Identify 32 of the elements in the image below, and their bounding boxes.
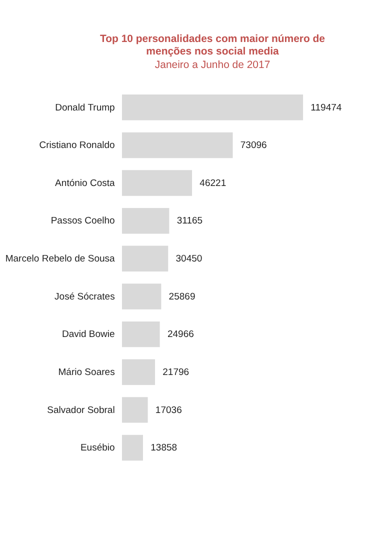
y-tick-label: Cristiano Ronaldo <box>39 140 115 152</box>
data-label: 21796 <box>162 366 190 378</box>
y-tick-label: Eusébio <box>80 442 115 454</box>
y-tick-label: António Costa <box>55 178 116 189</box>
bar <box>122 94 304 120</box>
data-label: 17036 <box>155 404 182 416</box>
bar <box>122 359 156 385</box>
bar <box>122 246 168 272</box>
data-label: 30450 <box>176 254 202 265</box>
bar <box>122 208 170 234</box>
chart-subtitle: Janeiro a Junho de 2017 <box>154 60 270 71</box>
bar <box>122 397 148 423</box>
data-label: 46221 <box>200 178 226 189</box>
bar <box>122 170 192 196</box>
data-label: 13858 <box>150 442 178 454</box>
y-tick-label: Passos Coelho <box>50 216 115 227</box>
y-tick-label: Donald Trump <box>55 102 115 114</box>
y-tick-label: David Bowie <box>62 329 115 340</box>
bar <box>122 321 160 348</box>
chart-title: Top 10 personalidades com maior número de menções nos social media <box>100 34 326 58</box>
data-label: 31165 <box>176 216 203 227</box>
y-tick-label: José Sócrates <box>54 291 116 302</box>
data-label: 119474 <box>310 102 342 114</box>
data-label: 24966 <box>167 329 194 340</box>
bar <box>122 132 233 158</box>
data-label: 73096 <box>240 140 267 152</box>
bar <box>122 434 143 461</box>
y-tick-label: Marcelo Rebelo de Sousa <box>5 254 116 265</box>
data-label: 25869 <box>168 291 196 302</box>
y-tick-label: Mário Soares <box>58 366 116 378</box>
bar <box>122 284 162 310</box>
y-tick-label: Salvador Sobral <box>47 404 115 416</box>
